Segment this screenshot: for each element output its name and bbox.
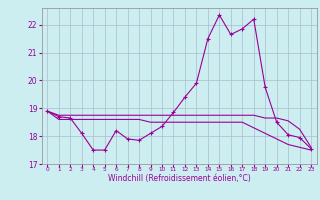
X-axis label: Windchill (Refroidissement éolien,°C): Windchill (Refroidissement éolien,°C) — [108, 174, 251, 183]
